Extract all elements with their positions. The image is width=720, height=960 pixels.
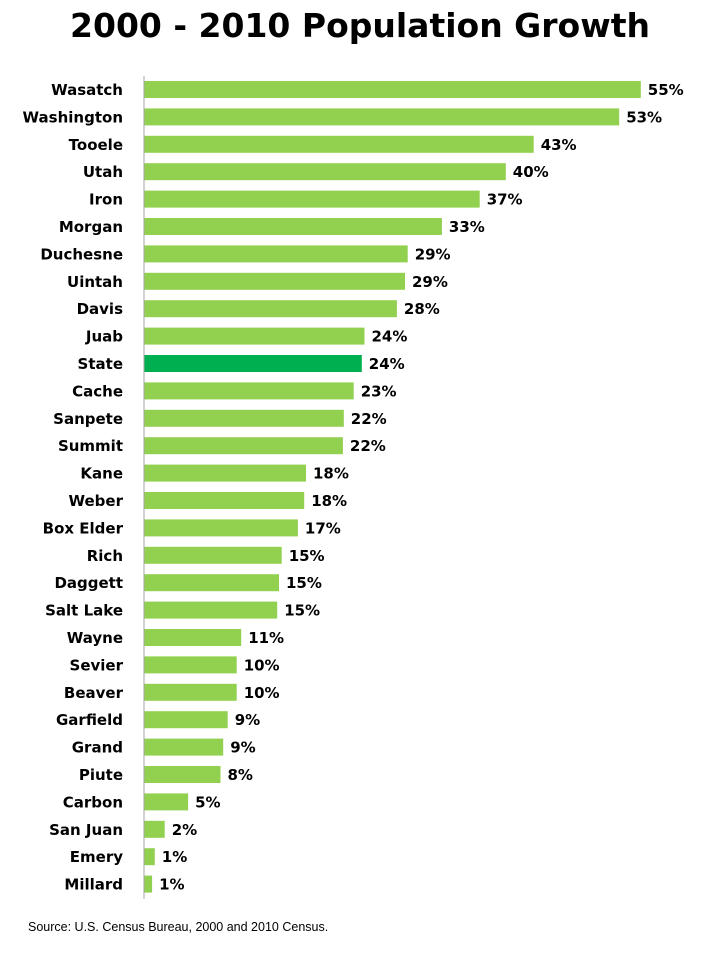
- bar-piute: [144, 766, 221, 783]
- value-label-iron: 37%: [487, 191, 523, 209]
- value-label-carbon: 5%: [195, 793, 220, 811]
- value-label-kane: 18%: [313, 465, 349, 483]
- bar-millard: [144, 875, 153, 893]
- bar-kane: [144, 464, 306, 482]
- category-label-washington: Washington: [23, 108, 123, 126]
- value-label-san-juan: 2%: [172, 821, 197, 839]
- bar-san-juan: [144, 820, 165, 838]
- bar-emery: [144, 848, 155, 866]
- value-label-juab: 24%: [372, 328, 408, 346]
- bar-wayne: [144, 629, 242, 646]
- bar-morgan: [144, 218, 442, 235]
- bar-cache: [144, 382, 354, 400]
- bar-salt-lake: [144, 601, 278, 619]
- bar-wasatch: [144, 81, 641, 98]
- value-label-garfield: 9%: [235, 711, 260, 729]
- category-label-san-juan: San Juan: [49, 821, 123, 839]
- bar-juab: [144, 327, 365, 345]
- bar-carbon: [144, 793, 189, 811]
- category-label-davis: Davis: [77, 300, 123, 318]
- category-label-utah: Utah: [83, 163, 123, 181]
- bar-daggett: [144, 574, 279, 592]
- bar-washington: [144, 108, 620, 126]
- category-label-millard: Millard: [64, 876, 123, 894]
- bar-sevier: [144, 656, 237, 674]
- category-label-weber: Weber: [69, 492, 124, 510]
- bar-iron: [144, 190, 480, 208]
- category-label-wayne: Wayne: [67, 629, 123, 647]
- value-label-weber: 18%: [311, 492, 347, 510]
- category-label-garfield: Garfield: [56, 711, 123, 729]
- category-label-carbon: Carbon: [63, 793, 123, 811]
- category-label-tooele: Tooele: [69, 136, 123, 154]
- value-label-daggett: 15%: [286, 574, 322, 592]
- value-label-piute: 8%: [228, 766, 253, 784]
- category-label-duchesne: Duchesne: [40, 245, 123, 263]
- category-label-sevier: Sevier: [70, 656, 124, 674]
- bar-beaver: [144, 683, 237, 701]
- value-label-salt-lake: 15%: [284, 602, 320, 620]
- value-label-tooele: 43%: [541, 136, 577, 154]
- bars-layer: [144, 81, 641, 893]
- value-label-morgan: 33%: [449, 218, 485, 236]
- bar-duchesne: [144, 245, 408, 263]
- bar-uintah: [144, 272, 405, 290]
- value-label-washington: 53%: [626, 108, 662, 126]
- value-label-grand: 9%: [230, 739, 255, 757]
- bar-tooele: [144, 135, 534, 153]
- value-label-utah: 40%: [513, 163, 549, 181]
- value-label-wasatch: 55%: [648, 81, 684, 99]
- category-label-beaver: Beaver: [64, 684, 124, 702]
- value-label-duchesne: 29%: [415, 245, 451, 263]
- category-label-kane: Kane: [80, 465, 123, 483]
- bar-sanpete: [144, 409, 344, 427]
- category-label-rich: Rich: [87, 547, 123, 565]
- bar-rich: [144, 546, 282, 564]
- value-label-davis: 28%: [404, 300, 440, 318]
- category-label-salt-lake: Salt Lake: [45, 602, 123, 620]
- value-label-uintah: 29%: [412, 273, 448, 291]
- value-label-rich: 15%: [289, 547, 325, 565]
- value-label-summit: 22%: [350, 437, 386, 455]
- category-label-juab: Juab: [85, 328, 123, 346]
- bar-summit: [144, 437, 343, 455]
- value-label-beaver: 10%: [244, 684, 280, 702]
- category-label-summit: Summit: [58, 437, 123, 455]
- bar-garfield: [144, 711, 228, 729]
- category-label-state: State: [78, 355, 123, 373]
- category-label-iron: Iron: [89, 191, 123, 209]
- value-label-sanpete: 22%: [351, 410, 387, 428]
- bar-grand: [144, 738, 224, 756]
- value-label-millard: 1%: [159, 876, 184, 894]
- category-label-wasatch: Wasatch: [51, 81, 123, 99]
- value-label-state: 24%: [369, 355, 405, 373]
- bar-state: [144, 355, 362, 372]
- category-label-daggett: Daggett: [54, 574, 123, 592]
- value-label-emery: 1%: [162, 848, 187, 866]
- category-label-cache: Cache: [72, 382, 123, 400]
- bar-weber: [144, 492, 305, 509]
- bar-box-elder: [144, 519, 298, 537]
- category-label-grand: Grand: [72, 739, 123, 757]
- value-label-sevier: 10%: [244, 656, 280, 674]
- category-label-emery: Emery: [70, 848, 123, 866]
- value-label-box-elder: 17%: [305, 519, 341, 537]
- chart-title: 2000 - 2010 Population Growth: [70, 6, 650, 45]
- value-label-wayne: 11%: [248, 629, 284, 647]
- category-label-sanpete: Sanpete: [53, 410, 123, 428]
- value-label-cache: 23%: [361, 382, 397, 400]
- source-note: Source: U.S. Census Bureau, 2000 and 201…: [28, 920, 329, 934]
- category-label-piute: Piute: [79, 766, 123, 784]
- labels-layer: Wasatch 55% Washington 53% Tooele 43% Utah 40% I…: [23, 81, 684, 894]
- category-label-uintah: Uintah: [67, 273, 123, 291]
- bar-utah: [144, 163, 506, 181]
- category-label-morgan: Morgan: [59, 218, 123, 236]
- category-label-box-elder: Box Elder: [43, 519, 124, 537]
- bar-davis: [144, 300, 397, 318]
